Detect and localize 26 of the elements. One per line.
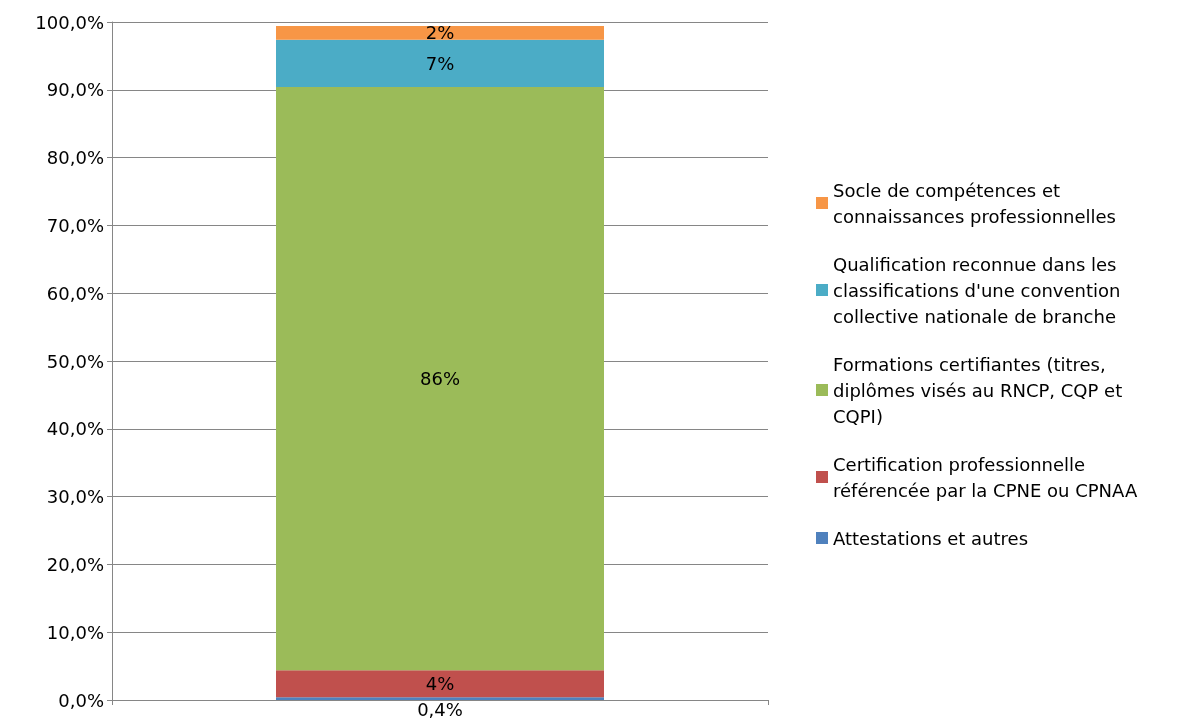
legend-label: Formations certifiantes (titres, diplômes visés au RNCP, CQP et CQPI) xyxy=(833,353,1128,427)
y-tick-label: 10,0% xyxy=(46,621,104,643)
y-tick-label: 60,0% xyxy=(46,282,104,304)
legend-label: Certification professionnelle référencée par la CPNE ou CPNAA xyxy=(833,453,1138,501)
data-label: 0,4% xyxy=(417,698,463,720)
legend-label: Qualification reconnue dans les classifications d'une convention collective nationale de branche xyxy=(833,253,1127,327)
bar xyxy=(276,697,604,700)
data-label: 4% xyxy=(425,673,455,695)
y-tick-label: 20,0% xyxy=(46,553,104,575)
bar xyxy=(276,87,604,671)
y-tick-label: 40,0% xyxy=(46,418,104,440)
data-label: 7% xyxy=(425,52,455,74)
y-tick-label: 80,0% xyxy=(46,147,104,169)
y-tick-label: 70,0% xyxy=(46,214,104,236)
y-tick-label: 50,0% xyxy=(46,350,104,372)
y-tick-label: 100,0% xyxy=(35,11,104,33)
bar xyxy=(276,26,604,40)
y-tick-label: 30,0% xyxy=(46,486,104,508)
legend-label: Attestations et autres xyxy=(833,527,1029,549)
y-tick-label: 0,0% xyxy=(58,689,104,711)
bar xyxy=(276,670,604,698)
bar xyxy=(276,39,604,88)
y-tick-label: 90,0% xyxy=(46,79,104,101)
data-label: 86% xyxy=(419,368,461,390)
data-label: 2% xyxy=(425,22,455,44)
legend-label: Socle de compétences et connaissances professionnelles xyxy=(833,179,1116,227)
